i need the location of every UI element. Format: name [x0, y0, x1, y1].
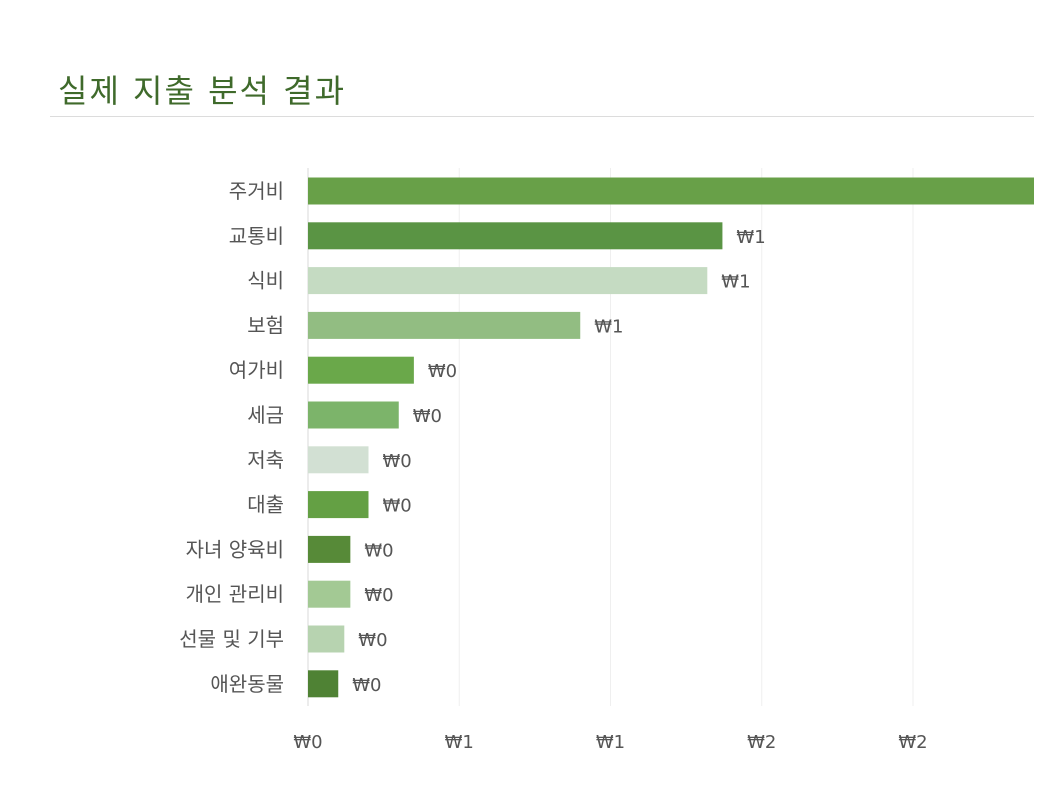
category-label: 주거비	[229, 179, 284, 203]
category-label: 개인 관리비	[186, 582, 284, 606]
category-label: 애완동물	[210, 672, 284, 696]
bar	[308, 670, 339, 698]
bar	[308, 311, 581, 339]
bar	[308, 222, 723, 250]
bar	[308, 491, 369, 519]
bar	[308, 177, 1034, 205]
category-label: 식비	[247, 269, 284, 293]
data-label: ₩0	[383, 451, 412, 472]
x-tick-label: ₩2	[747, 732, 776, 753]
bar	[308, 625, 345, 653]
title-divider	[50, 116, 1034, 117]
data-label: ₩0	[364, 540, 393, 561]
category-label: 대출	[247, 493, 284, 517]
bar	[308, 535, 351, 563]
data-label: ₩1	[721, 272, 750, 293]
bar	[308, 401, 399, 429]
x-tick-label: ₩2	[898, 732, 927, 753]
bar	[308, 580, 351, 608]
data-label: ₩0	[383, 496, 412, 517]
data-label: ₩0	[352, 675, 381, 696]
data-label: ₩0	[364, 585, 393, 606]
category-label: 저축	[247, 448, 284, 472]
category-label: 보험	[247, 313, 284, 337]
bar	[308, 356, 414, 384]
category-label: 세금	[247, 403, 284, 427]
page-title: 실제 지출 분석 결과	[58, 72, 347, 110]
x-tick-label: ₩1	[445, 732, 474, 753]
data-label: ₩1	[594, 316, 623, 337]
data-label: ₩0	[413, 406, 442, 427]
bar	[308, 446, 369, 474]
bar	[308, 267, 708, 295]
x-tick-label: ₩1	[596, 732, 625, 753]
data-label: ₩0	[358, 630, 387, 651]
category-label: 교통비	[229, 224, 284, 248]
data-label: ₩0	[428, 361, 457, 382]
x-tick-label: ₩0	[293, 732, 322, 753]
category-label: 여가비	[229, 358, 284, 382]
data-label: ₩1	[736, 227, 765, 248]
category-label: 선물 및 기부	[179, 627, 284, 651]
category-label: 자녀 양육비	[186, 537, 284, 561]
